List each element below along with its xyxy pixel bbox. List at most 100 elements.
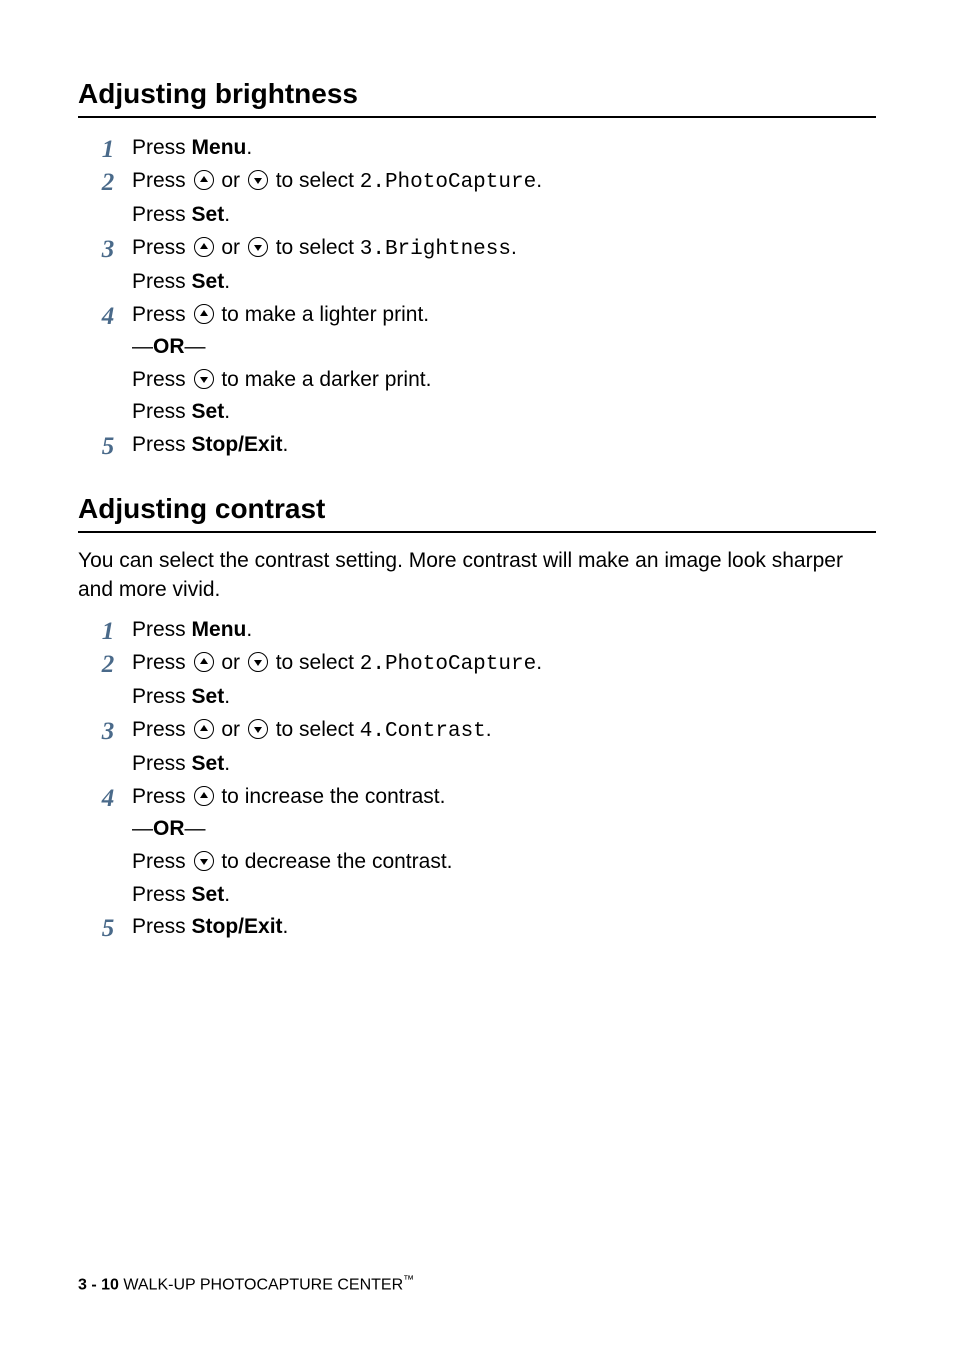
down-arrow-icon [248,719,268,739]
up-arrow-icon [194,719,214,739]
step-number: 2 [94,164,122,203]
step-number: 4 [94,780,122,819]
text: . [224,883,230,906]
up-arrow-icon [194,304,214,324]
set-label: Set [192,203,225,226]
up-arrow-icon [194,170,214,190]
text: . [283,433,289,456]
menu-code: 2.PhotoCapture [360,653,536,676]
text: . [536,651,542,674]
set-label: Set [192,685,225,708]
text: Press [132,850,192,873]
text: . [511,236,517,259]
down-arrow-icon [194,851,214,871]
text: — [132,335,153,358]
down-arrow-icon [194,369,214,389]
text: Press [132,718,192,741]
text: Press [132,433,192,456]
text: . [224,752,230,775]
step-2: 2 Press or to select 2.PhotoCapture. Pre… [102,647,876,714]
text: Press [132,618,192,641]
step-1: 1 Press Menu. [102,132,876,165]
text: Press [132,303,192,326]
down-arrow-icon [248,652,268,672]
text: Press [132,368,192,391]
up-arrow-icon [194,786,214,806]
page-footer: 3 - 10 WALK-UP PHOTOCAPTURE CENTER™ [78,1274,414,1294]
step-number: 5 [94,428,122,467]
heading-brightness: Adjusting brightness [78,78,876,110]
text: Press [132,203,192,226]
step-4: 4 Press to make a lighter print. —OR— Pr… [102,299,876,429]
text: to increase the contrast. [216,785,446,808]
text: to select [270,236,360,259]
trademark-symbol: ™ [403,1274,414,1286]
text: . [224,400,230,423]
step-1: 1 Press Menu. [102,614,876,647]
text: Press [132,685,192,708]
menu-label: Menu [192,136,247,159]
text: . [283,915,289,938]
stop-exit-label: Stop/Exit [192,433,283,456]
set-label: Set [192,400,225,423]
step-number: 5 [94,910,122,949]
text: Press [132,236,192,259]
page-number: 3 - 10 [78,1276,119,1293]
up-arrow-icon [194,652,214,672]
text: or [216,651,246,674]
text: Press [132,136,192,159]
brightness-steps: 1 Press Menu. 2 Press or to select 2.Pho… [78,132,876,461]
step-5: 5 Press Stop/Exit. [102,429,876,462]
step-number: 2 [94,646,122,685]
text: or [216,718,246,741]
text: . [486,718,492,741]
heading-rule [78,116,876,118]
text: . [246,136,252,159]
down-arrow-icon [248,237,268,257]
or-label: OR [153,335,185,358]
text: to make a lighter print. [216,303,430,326]
heading-contrast: Adjusting contrast [78,493,876,525]
text: — [185,817,206,840]
menu-code: 2.PhotoCapture [360,171,536,194]
step-3: 3 Press or to select 3.Brightness. Press… [102,232,876,299]
step-2: 2 Press or to select 2.PhotoCapture. Pre… [102,165,876,232]
text: or [216,236,246,259]
text: to select [270,718,360,741]
step-5: 5 Press Stop/Exit. [102,911,876,944]
heading-rule [78,531,876,533]
stop-exit-label: Stop/Exit [192,915,283,938]
text: to decrease the contrast. [216,850,453,873]
text: — [132,817,153,840]
text: Press [132,169,192,192]
text: Press [132,400,192,423]
set-label: Set [192,883,225,906]
text: Press [132,785,192,808]
text: . [224,203,230,226]
text: to select [270,169,360,192]
down-arrow-icon [248,170,268,190]
text: . [536,169,542,192]
text: — [185,335,206,358]
menu-code: 3.Brightness [360,238,511,261]
text: to make a darker print. [216,368,432,391]
step-number: 3 [94,713,122,752]
set-label: Set [192,270,225,293]
contrast-steps: 1 Press Menu. 2 Press or to select 2.Pho… [78,614,876,943]
menu-label: Menu [192,618,247,641]
text: Press [132,651,192,674]
step-number: 3 [94,231,122,270]
text: Press [132,270,192,293]
up-arrow-icon [194,237,214,257]
text: to select [270,651,360,674]
text: . [246,618,252,641]
step-number: 4 [94,298,122,337]
set-label: Set [192,752,225,775]
step-3: 3 Press or to select 4.Contrast. Press S… [102,714,876,781]
contrast-intro: You can select the contrast setting. Mor… [78,547,876,604]
step-4: 4 Press to increase the contrast. —OR— P… [102,781,876,911]
text: Press [132,915,192,938]
text: or [216,169,246,192]
menu-code: 4.Contrast [360,720,486,743]
footer-title: WALK-UP PHOTOCAPTURE CENTER [123,1276,403,1293]
